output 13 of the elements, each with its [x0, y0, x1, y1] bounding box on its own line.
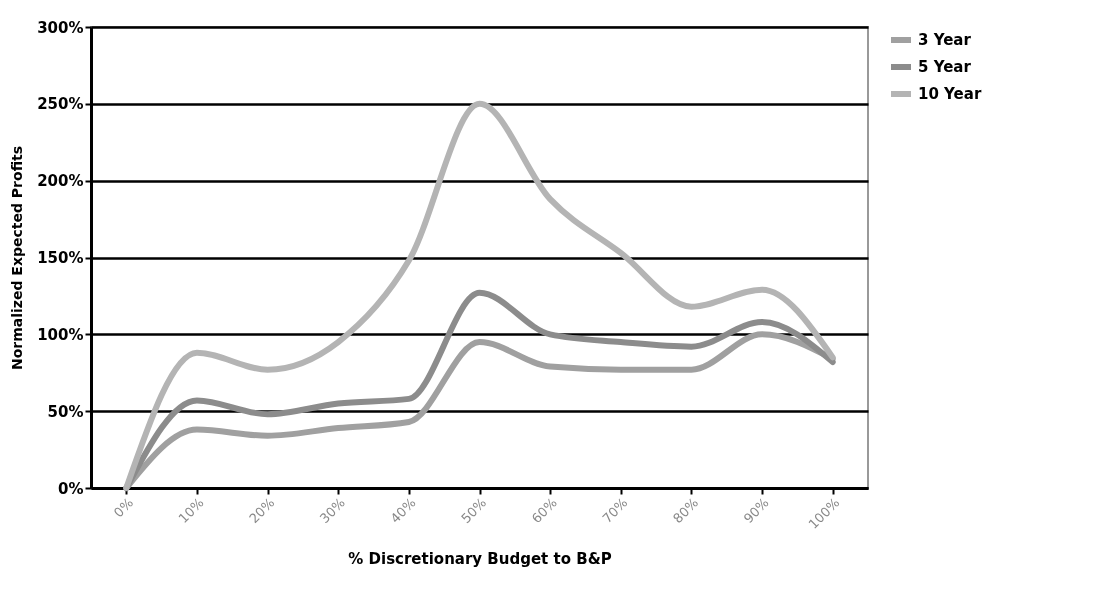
y-tick-label: 300%: [37, 18, 84, 37]
y-tick-label: 0%: [58, 479, 84, 498]
legend-label: 10 Year: [918, 85, 982, 103]
y-tick-label: 200%: [37, 172, 84, 191]
y-axis-title: Normalized Expected Profits: [9, 145, 26, 371]
legend-label: 5 Year: [918, 58, 972, 76]
y-tick-label: 100%: [37, 325, 84, 344]
legend-label: 3 Year: [918, 31, 972, 49]
y-tick-label: 150%: [37, 249, 84, 267]
x-axis-title: % Discretionary Budget to B&P: [348, 549, 612, 568]
y-tick-label: 250%: [37, 95, 84, 114]
x-tick-label: 0%: [110, 495, 137, 521]
y-tick-label: 50%: [47, 402, 84, 421]
